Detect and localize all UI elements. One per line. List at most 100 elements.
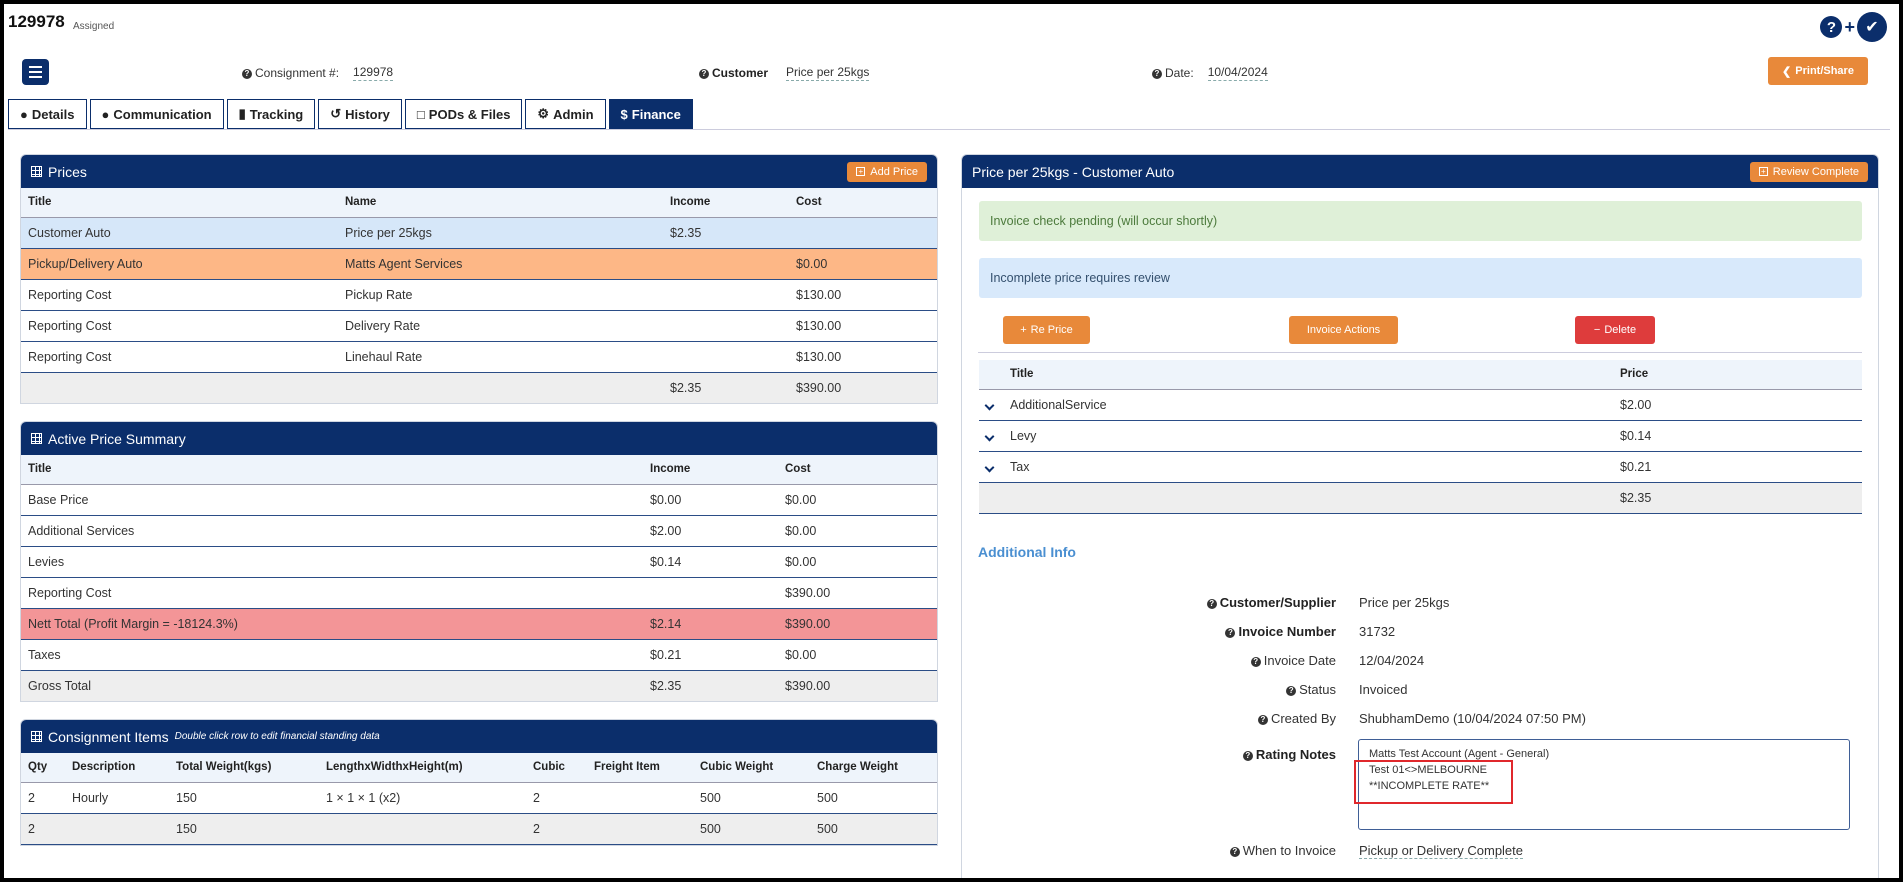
invoice-number-field: ? Invoice Number [978,624,1336,640]
table-row[interactable]: 2 150 2 500 500 [21,813,937,845]
column-header[interactable]: Name [338,188,663,218]
cell-title: Reporting Cost [21,577,643,609]
history-icon: ↺ [330,106,342,121]
empty-cell [979,482,1003,514]
column-header[interactable]: Title [21,455,643,485]
cell-title: Reporting Cost [21,279,338,311]
chevron-down-icon[interactable] [984,462,995,472]
column-header[interactable]: Price [1613,360,1862,390]
notes-line: Matts Test Account (Agent - General) [1369,748,1550,760]
column-header[interactable]: Total Weight(kgs) [169,753,319,783]
column-header[interactable]: Income [643,455,778,485]
rating-notes-textarea[interactable]: Matts Test Account (Agent - General) Tes… [1358,739,1850,830]
ticket-icon[interactable]: ✔ [1857,12,1887,42]
expand-cell[interactable] [979,420,1003,452]
cell-dimensions [319,813,526,845]
cell-title: Pickup/Delivery Auto [21,248,338,280]
date-label: Date: [1165,66,1194,80]
tab-pods-files[interactable]: □ PODs & Files [404,99,523,129]
tab-communication[interactable]: ● Communication [89,99,224,129]
column-header[interactable]: Cubic [526,753,587,783]
table-row[interactable]: Reporting Cost Delivery Rate $130.00 [21,310,937,342]
chevron-down-icon[interactable] [984,400,995,410]
comment-icon: ● [101,106,110,122]
table-row[interactable]: AdditionalService $2.00 [979,389,1862,421]
print-share-label: Print/Share [1795,65,1854,77]
help-icon: ? [1225,627,1236,638]
customer-value[interactable]: Price per 25kgs [786,65,870,81]
tab-tracking[interactable]: ▮ Tracking [226,99,316,129]
help-icon: ? [1286,685,1297,696]
customer-supplier-value: Price per 25kgs [1359,595,1450,610]
help-icon: ? [1152,68,1162,79]
date-field: ? Date: 10/04/2024 [1152,65,1268,81]
cell-income [663,310,789,342]
label-text: Status [1299,682,1336,697]
cell-weight: 150 [169,813,319,845]
print-share-button[interactable]: ❮ Print/Share [1768,57,1868,85]
column-header[interactable]: Title [21,188,338,218]
review-complete-button[interactable]: + Review Complete [1749,161,1868,182]
re-price-button[interactable]: + Re Price [1003,316,1090,344]
add-icon[interactable]: + [1844,16,1855,37]
nett-total-row: Nett Total (Profit Margin = -18124.3%) $2… [21,608,937,640]
help-icon: ? [1206,598,1217,609]
help-icon[interactable]: ? [1820,16,1843,38]
table-row[interactable]: Pickup/Delivery Auto Matts Agent Service… [21,248,937,280]
cell-cubic-weight: 500 [693,813,810,845]
cell-income: $2.35 [643,670,778,701]
column-header[interactable]: Freight Item [587,753,693,783]
help-icon: ? [1229,846,1240,857]
chevron-down-icon[interactable] [984,431,995,441]
tab-details[interactable]: ● Details [8,99,87,129]
cell-cubic: 2 [526,782,587,814]
cell-name [338,372,663,403]
consignment-value[interactable]: 129978 [353,65,394,81]
column-header[interactable]: Cost [778,455,937,485]
invoice-actions-button[interactable]: Invoice Actions [1289,316,1398,344]
table-row: Base Price $0.00 $0.00 [21,484,937,516]
tab-label: Admin [553,106,594,122]
add-price-button[interactable]: + Add Price [847,161,927,182]
cell-title: Additional Services [21,515,643,547]
column-header[interactable]: Cost [789,188,937,218]
cell-name: Linehaul Rate [338,341,663,373]
expand-cell[interactable] [979,389,1003,421]
column-header[interactable]: Income [663,188,789,218]
table-row[interactable]: Tax $0.21 [979,451,1862,483]
expand-cell[interactable] [979,451,1003,483]
table-row[interactable]: 2 Hourly 150 1 × 1 × 1 (x2) 2 500 500 [21,782,937,814]
tab-label: PODs & Files [428,106,511,122]
menu-button[interactable] [22,59,49,85]
notes-line: **INCOMPLETE RATE** [1369,780,1490,792]
gross-total-row: Gross Total $2.35 $390.00 [21,670,937,701]
column-header[interactable]: Description [65,753,169,783]
tab-history[interactable]: ↺ History [318,99,402,129]
cell-income: $2.00 [643,515,778,547]
cell-title: Levies [21,546,643,578]
prices-panel: Prices + Add Price Title Name Income Cost… [20,154,938,404]
column-header[interactable]: Title [1003,360,1613,390]
help-icon: ? [1257,714,1268,725]
table-row[interactable]: Reporting Cost Linehaul Rate $130.00 [21,341,937,373]
column-header[interactable]: Cubic Weight [693,753,810,783]
cell-cost: $130.00 [789,310,937,342]
when-to-invoice-value[interactable]: Pickup or Delivery Complete [1359,843,1524,859]
invoice-actions-label: Invoice Actions [1306,324,1381,336]
tab-admin[interactable]: ⚙ Admin [525,99,606,129]
date-value[interactable]: 10/04/2024 [1207,65,1268,81]
column-header[interactable]: Charge Weight [810,753,937,783]
cell-description: Hourly [65,782,169,814]
tab-finance[interactable]: $ Finance [608,99,693,129]
tab-bar: ● Details ● Communication ▮ Tracking ↺ Histo… [8,99,693,129]
when-to-invoice-field: ? When to Invoice [978,843,1336,859]
delete-button[interactable]: − Delete [1575,316,1655,344]
table-row[interactable]: Reporting Cost Pickup Rate $130.00 [21,279,937,311]
created-by-label: ? Created By [1257,711,1336,726]
column-header[interactable]: LengthxWidthxHeight(m) [319,753,526,783]
consignment-items-title: Consignment Items [48,728,169,745]
table-row[interactable]: Levy $0.14 [979,420,1862,452]
table-row[interactable]: Customer Auto Price per 25kgs $2.35 [21,217,937,249]
plus-icon: + [856,167,866,176]
column-header[interactable]: Qty [21,753,65,783]
